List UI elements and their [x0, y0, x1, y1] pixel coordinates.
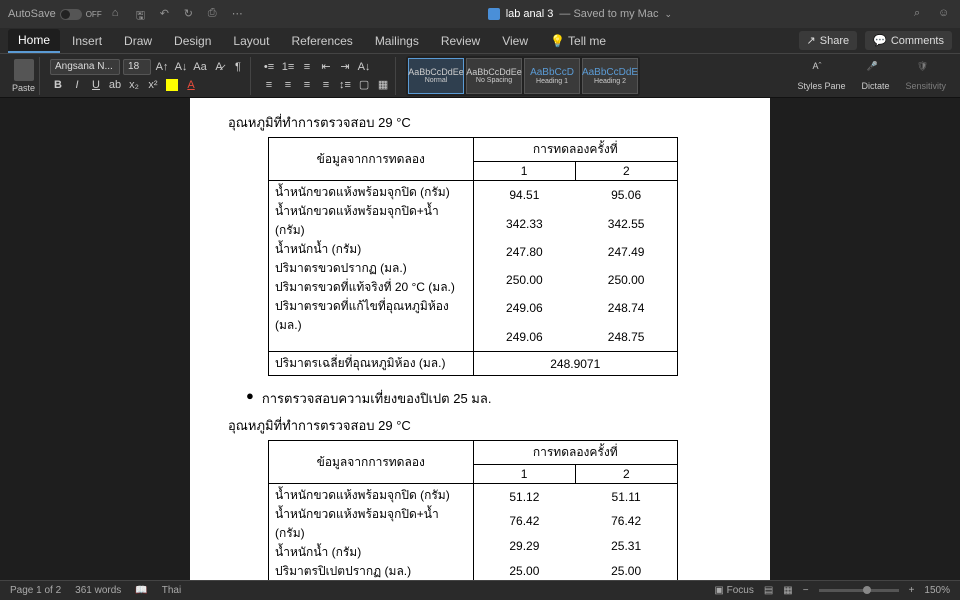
spellcheck-icon[interactable]: 📖	[135, 585, 147, 596]
style-heading1[interactable]: AaBbCcD Heading 1	[524, 58, 580, 94]
multilevel-icon[interactable]: ≡	[299, 59, 315, 75]
zoom-level[interactable]: 150%	[924, 585, 950, 596]
italic-icon[interactable]: I	[69, 77, 85, 93]
align-left-icon[interactable]: ≡	[261, 77, 277, 93]
tab-home[interactable]: Home	[8, 29, 60, 53]
indent-right-icon[interactable]: ⇥	[337, 59, 353, 75]
comments-button[interactable]: 💬 Comments	[865, 31, 952, 50]
tab-design[interactable]: Design	[164, 30, 221, 52]
titlebar: AutoSave OFF ⌂ 🖫 ↶ ↻ ⎙ ⋯ lab anal 3 — Sa…	[0, 0, 960, 28]
bullets-icon[interactable]: •≡	[261, 59, 277, 75]
share-button[interactable]: ↗ Share	[799, 31, 858, 50]
align-center-icon[interactable]: ≡	[280, 77, 296, 93]
strike-icon[interactable]: ab	[107, 77, 123, 93]
subscript-icon[interactable]: x₂	[126, 77, 142, 93]
temp-line-1: อุณหภูมิที่ทำการตรวจสอบ 29 °C	[228, 112, 732, 133]
sort-icon[interactable]: A↓	[356, 59, 372, 75]
paste-button[interactable]: Paste	[12, 59, 35, 93]
bold-icon[interactable]: B	[50, 77, 66, 93]
print-icon[interactable]: ⎙	[208, 7, 222, 21]
table-2: ข้อมูลจากการทดลอง การทดลองครั้งที่ 1 2 น…	[268, 440, 678, 580]
view-print-icon[interactable]: ▤	[764, 585, 773, 596]
page-indicator[interactable]: Page 1 of 2	[10, 585, 61, 596]
underline-icon[interactable]: U	[88, 77, 104, 93]
numbering-icon[interactable]: 1≡	[280, 59, 296, 75]
styles-pane-icon: Aˆ	[812, 61, 830, 79]
temp-line-2: อุณหภูมิที่ทำการตรวจสอบ 29 °C	[228, 415, 732, 436]
tell-me[interactable]: 💡 Tell me	[540, 30, 616, 52]
search-icon[interactable]: ⌕	[914, 7, 928, 21]
save-icon[interactable]: 🖫	[136, 7, 150, 21]
more-icon[interactable]: ⋯	[232, 7, 246, 21]
page: อุณหภูมิที่ทำการตรวจสอบ 29 °C ข้อมูลจากก…	[190, 98, 770, 580]
tab-layout[interactable]: Layout	[223, 30, 279, 52]
line-spacing-icon[interactable]: ↕≡	[337, 77, 353, 93]
bullet-item: ●การตรวจสอบความเที่ยงของปิเปต 25 มล.	[246, 388, 732, 409]
style-gallery: AaBbCcDdEe Normal AaBbCcDdEe No Spacing …	[406, 56, 640, 96]
tab-references[interactable]: References	[281, 30, 362, 52]
tab-review[interactable]: Review	[431, 30, 490, 52]
zoom-in-icon[interactable]: +	[909, 585, 915, 596]
doc-title: lab anal 3	[506, 8, 554, 20]
language-indicator[interactable]: Thai	[162, 585, 181, 596]
indent-left-icon[interactable]: ⇤	[318, 59, 334, 75]
borders-icon[interactable]: ▦	[375, 77, 391, 93]
chevron-down-icon[interactable]: ⌄	[664, 9, 672, 20]
superscript-icon[interactable]: x²	[145, 77, 161, 93]
font-size-selector[interactable]: 18	[123, 59, 151, 75]
clear-format-icon[interactable]: A̷	[211, 59, 227, 75]
sensitivity-icon: 🛡	[917, 61, 935, 79]
font-selector[interactable]: Angsana N...	[50, 59, 120, 75]
tab-view[interactable]: View	[492, 30, 538, 52]
redo-icon[interactable]: ↻	[184, 7, 198, 21]
focus-mode[interactable]: ▣ Focus	[714, 585, 753, 596]
view-web-icon[interactable]: ▦	[783, 585, 792, 596]
increase-font-icon[interactable]: A↑	[154, 59, 170, 75]
save-status: — Saved to my Mac	[559, 8, 658, 20]
undo-icon[interactable]: ↶	[160, 7, 174, 21]
autosave-toggle[interactable]: AutoSave OFF	[8, 8, 102, 20]
zoom-slider[interactable]	[819, 589, 899, 592]
decrease-font-icon[interactable]: A↓	[173, 59, 189, 75]
ribbon-tabs: Home Insert Draw Design Layout Reference…	[0, 28, 960, 54]
pilcrow-icon[interactable]: ¶	[230, 59, 246, 75]
styles-pane-button[interactable]: Aˆ Styles Pane	[791, 59, 851, 93]
justify-icon[interactable]: ≡	[318, 77, 334, 93]
style-normal[interactable]: AaBbCcDdEe Normal	[408, 58, 464, 94]
style-nospacing[interactable]: AaBbCcDdEe No Spacing	[466, 58, 522, 94]
change-case-icon[interactable]: Aa	[192, 59, 208, 75]
shading-icon[interactable]: ▢	[356, 77, 372, 93]
home-icon[interactable]: ⌂	[112, 7, 126, 21]
word-count[interactable]: 361 words	[75, 585, 121, 596]
statusbar: Page 1 of 2 361 words 📖 Thai ▣ Focus ▤ ▦…	[0, 580, 960, 600]
tab-draw[interactable]: Draw	[114, 30, 162, 52]
highlight-icon[interactable]	[164, 77, 180, 93]
tab-mailings[interactable]: Mailings	[365, 30, 429, 52]
dictate-button[interactable]: 🎤 Dictate	[855, 59, 895, 93]
table-1: ข้อมูลจากการทดลอง การทดลองครั้งที่ 1 2 น…	[268, 137, 678, 376]
document-area[interactable]: อุณหภูมิที่ทำการตรวจสอบ 29 °C ข้อมูลจากก…	[0, 98, 960, 580]
smiley-icon[interactable]: ☺	[938, 7, 952, 21]
tab-insert[interactable]: Insert	[62, 30, 112, 52]
style-heading2[interactable]: AaBbCcDdE Heading 2	[582, 58, 638, 94]
sensitivity-button[interactable]: 🛡 Sensitivity	[899, 59, 952, 93]
ribbon: Paste Angsana N... 18 A↑ A↓ Aa A̷ ¶ B I …	[0, 54, 960, 98]
mic-icon: 🎤	[866, 61, 884, 79]
clipboard-icon	[14, 59, 34, 81]
font-color-icon[interactable]: A	[183, 77, 199, 93]
zoom-out-icon[interactable]: −	[803, 585, 809, 596]
doc-icon	[488, 8, 500, 20]
align-right-icon[interactable]: ≡	[299, 77, 315, 93]
